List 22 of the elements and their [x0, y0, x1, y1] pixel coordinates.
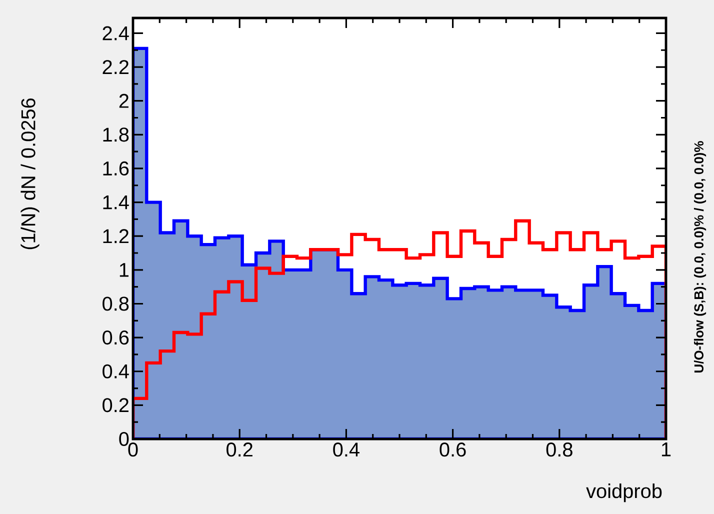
y-tick-label: 1 — [120, 263, 129, 277]
x-tick-label: 0.2 — [226, 442, 252, 457]
text: U/O-flow (S,B): (0.0, 0.0)% / (0.0, 0.0)% — [694, 141, 706, 372]
x-tick-label: 1 — [662, 442, 671, 456]
y-tick-label: 1.4 — [103, 195, 129, 210]
y-tick-label: 1.2 — [103, 229, 128, 244]
x-tick-label: 0.4 — [333, 442, 360, 457]
x-tick-label: 0.6 — [440, 442, 466, 457]
y-tick-label: 0.4 — [102, 364, 129, 378]
y-tick-label: 0.6 — [102, 330, 129, 345]
y-tick-label: 1.8 — [103, 128, 129, 142]
y-tick-label: 0 — [119, 432, 129, 446]
y-tick-label: 1.6 — [103, 161, 129, 176]
y-tick-label: 2 — [119, 94, 128, 108]
y-axis-title: (1/N) dN / 0.0256 — [20, 98, 40, 250]
x-tick-label: 0 — [128, 442, 138, 457]
x-tick-label: 0.8 — [546, 442, 572, 457]
y-tick-label: 2.2 — [102, 60, 128, 74]
x-axis-title: voidprob — [586, 484, 662, 502]
y-tick-label: 2.4 — [102, 26, 129, 40]
y-tick-label: 0.8 — [102, 296, 129, 311]
y-tick-label: 0.2 — [102, 398, 128, 412]
